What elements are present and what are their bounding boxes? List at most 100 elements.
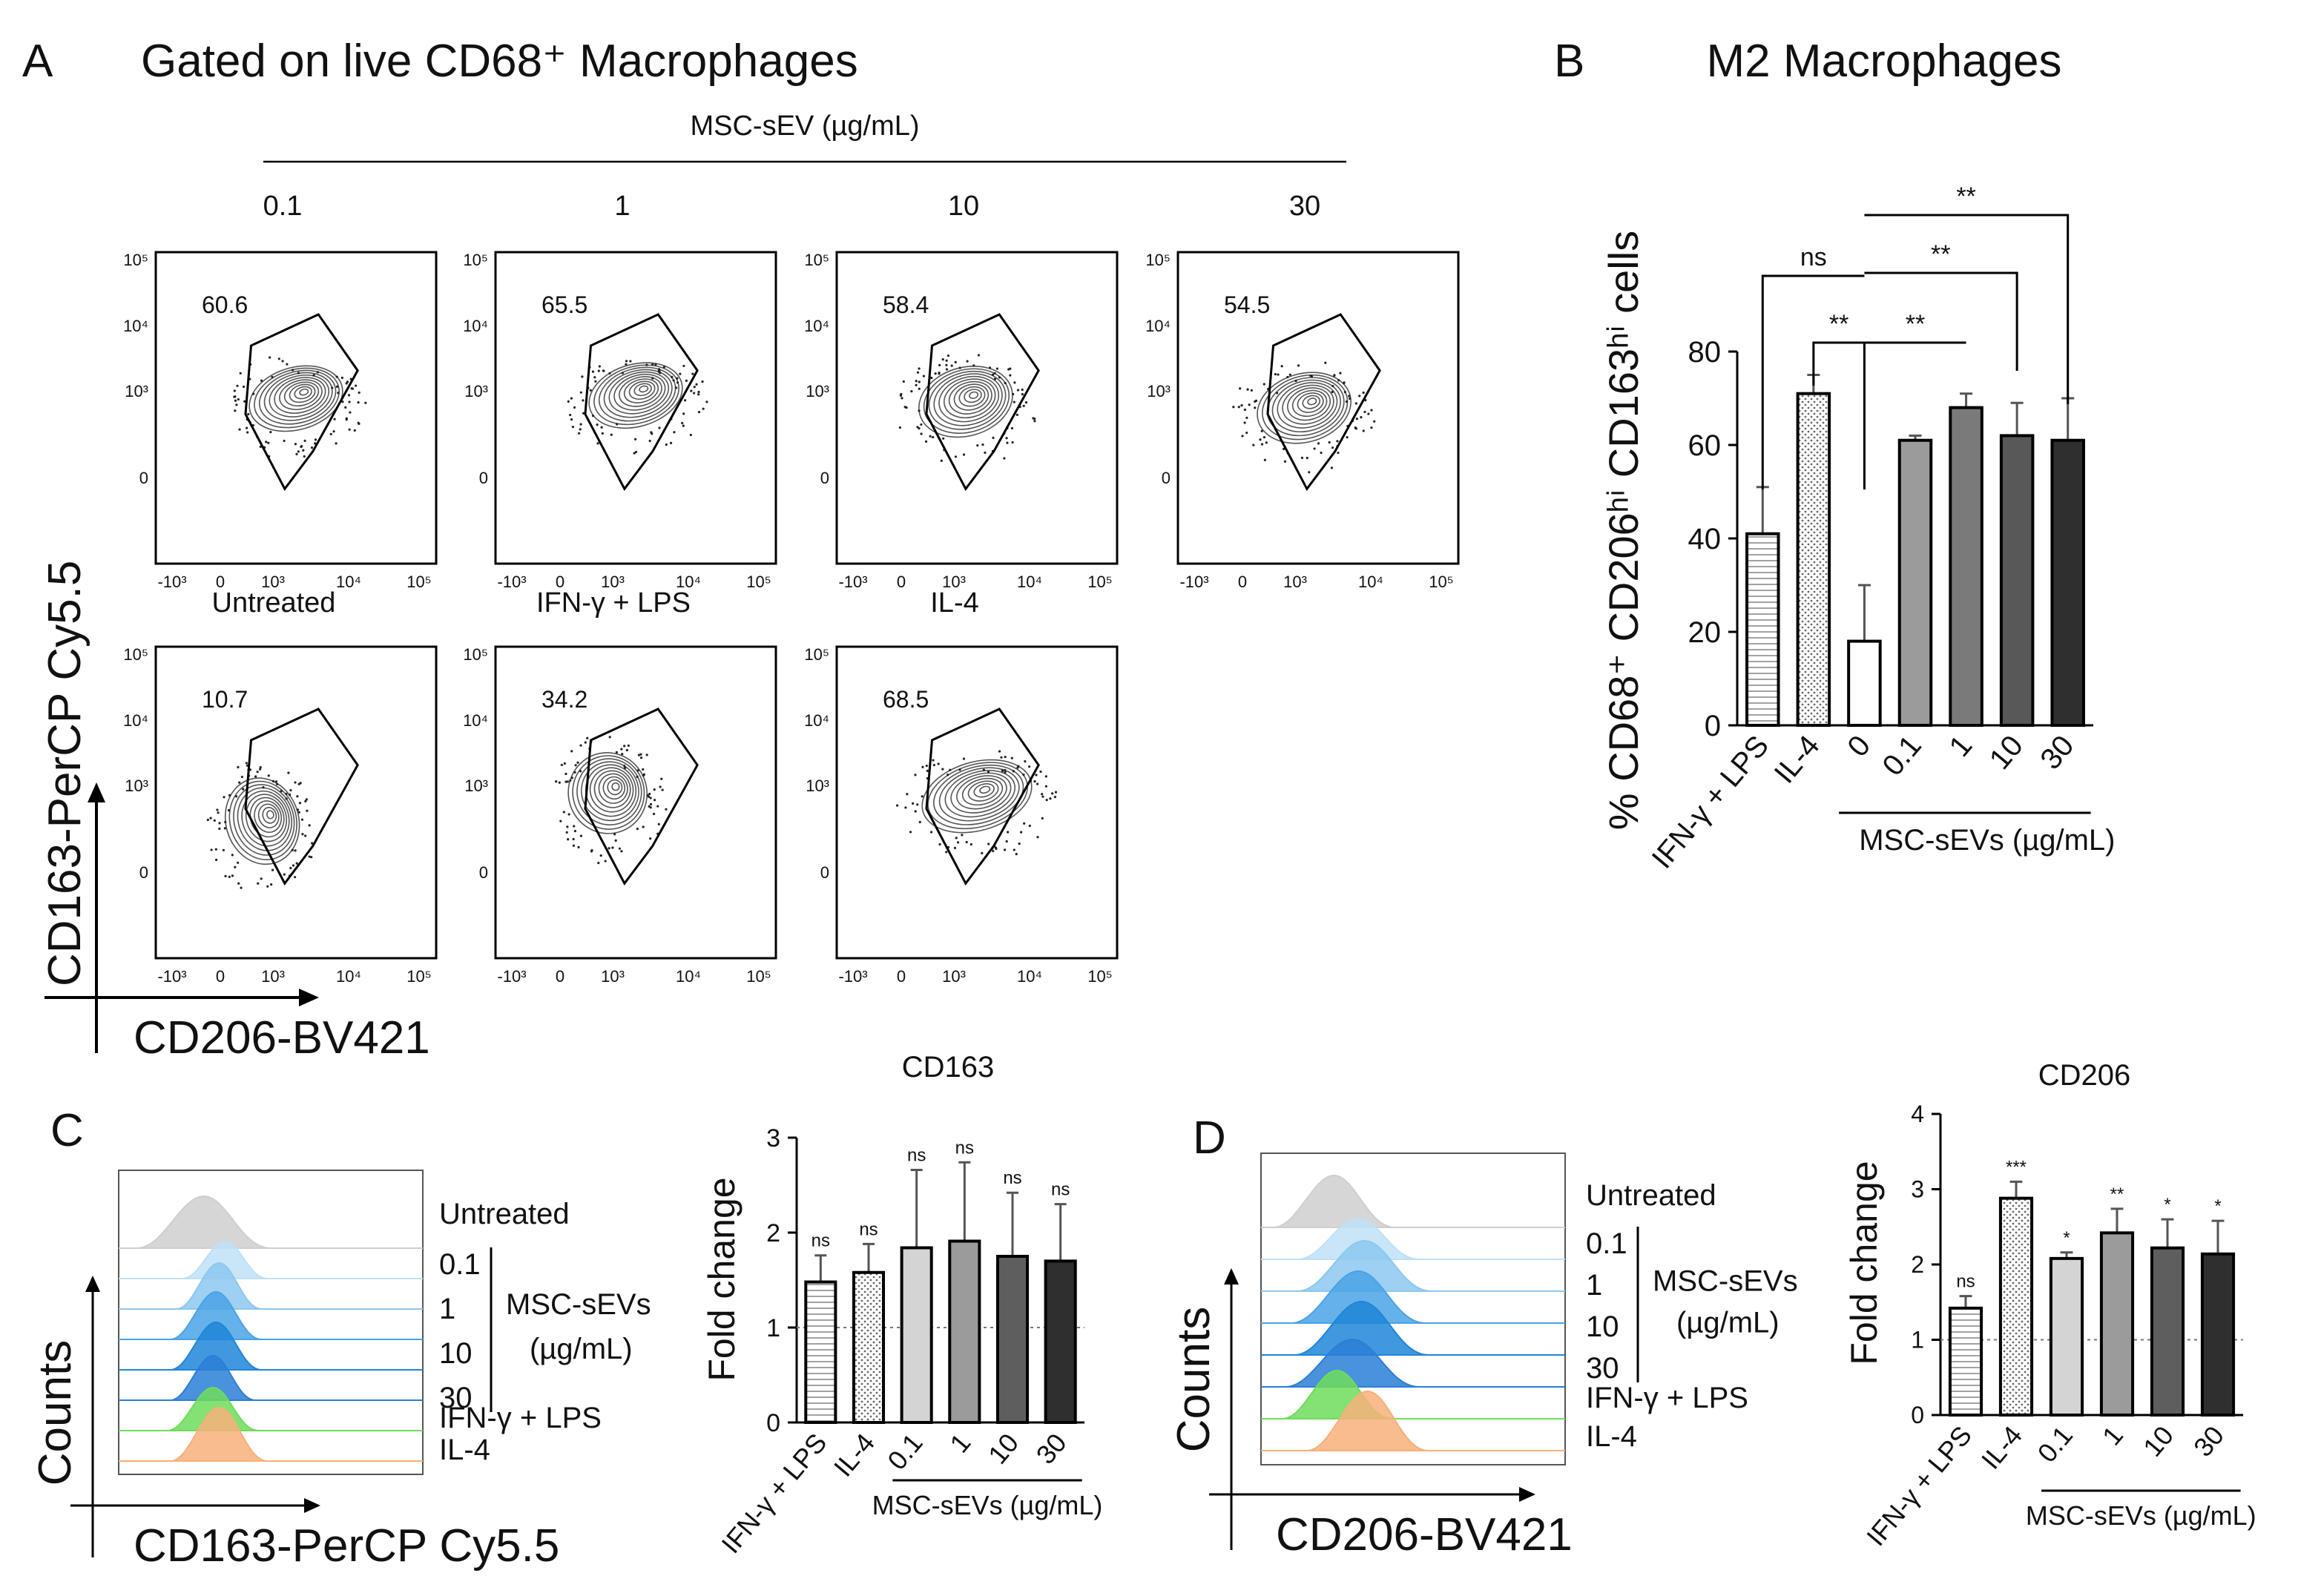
flow-event-dot — [652, 812, 656, 816]
flow-event-dot — [962, 453, 966, 456]
flow-event-dot — [991, 373, 995, 376]
y-tick-label: 40 — [1688, 523, 1722, 555]
flow-event-dot — [648, 439, 651, 443]
flow-event-dot — [614, 839, 617, 842]
bar — [852, 1270, 886, 1425]
significance-label: * — [2214, 1196, 2221, 1216]
histogram-curve — [1273, 1174, 1395, 1228]
flow-event-dot — [662, 366, 665, 369]
flow-contour-line — [588, 362, 683, 429]
flow-event-dot — [918, 409, 921, 412]
y-tick-label: 1 — [766, 1314, 780, 1342]
flow-event-dot — [676, 381, 679, 384]
flow-event-dot — [568, 413, 572, 417]
flow-contour-line — [633, 383, 652, 397]
flow-event-dot — [648, 795, 651, 798]
flow-gate-polygon — [244, 313, 359, 491]
legend-dose: 30 — [439, 1382, 473, 1414]
flow-event-dot — [240, 775, 243, 779]
flow-event-dot — [1250, 389, 1253, 392]
flow-event-dot — [937, 762, 940, 765]
flow-event-dot — [1237, 406, 1240, 409]
flow-contour-line — [283, 381, 320, 407]
flow-event-dot — [582, 399, 585, 402]
flow-contour-line — [266, 810, 274, 820]
y-tick-label: 20 — [1688, 616, 1722, 649]
flow-event-dot — [233, 389, 236, 392]
comparison-label: ** — [1956, 182, 1975, 211]
flow-plot-frame — [154, 645, 438, 960]
flow-event-dot — [1000, 756, 1003, 759]
flow-event-dot — [570, 418, 573, 421]
bar — [1745, 532, 1780, 727]
flow-event-dot — [695, 383, 698, 386]
flow-x-tick-label: 10⁵ — [406, 967, 432, 986]
flow-contour-line — [228, 780, 297, 860]
flow-event-dot — [961, 834, 964, 837]
flow-event-dot — [608, 372, 611, 375]
flow-event-dot — [1330, 466, 1334, 469]
flow-event-dot — [563, 762, 566, 765]
flow-event-dot — [1331, 390, 1334, 394]
flow-contour-line — [608, 371, 670, 415]
flow-event-dot — [981, 851, 984, 854]
flow-event-dot — [584, 741, 587, 744]
bar — [804, 1280, 837, 1425]
flow-event-dot — [993, 372, 996, 375]
flow-event-dot — [693, 386, 696, 389]
flow-event-dot — [921, 765, 924, 768]
chart-title: CD163 — [902, 1051, 995, 1084]
flow-event-dot — [1003, 848, 1007, 851]
flow-event-dot — [1306, 456, 1308, 460]
legend-ifn-lps: IFN-γ + LPS — [1586, 1382, 1748, 1414]
flow-event-dot — [1035, 774, 1038, 776]
flow-event-dot — [348, 428, 351, 431]
flow-event-dot — [629, 360, 632, 363]
flow-event-dot — [1013, 848, 1015, 851]
flow-event-dot — [1274, 373, 1277, 376]
flow-event-dot — [310, 856, 313, 859]
flow-event-dot — [579, 391, 582, 394]
flow-event-dot — [223, 796, 225, 799]
flow-event-dot — [600, 426, 603, 429]
x-category-label: IL-4 — [1768, 730, 1826, 790]
flow-event-dot — [1358, 395, 1361, 398]
legend-dose: 1 — [1586, 1269, 1602, 1302]
flow-contour-line — [262, 806, 277, 824]
histogram-curve — [170, 1354, 256, 1401]
flow-event-dot — [918, 387, 921, 390]
flow-event-dot — [285, 792, 288, 796]
marker-axis-label: CD206-BV421 — [1276, 1509, 1573, 1560]
flow-contour-line — [598, 366, 676, 422]
flow-event-dot — [567, 400, 570, 403]
significance-label: ns — [907, 1146, 926, 1166]
flow-event-dot — [642, 768, 645, 771]
legend-ifn-lps: IFN-γ + LPS — [439, 1402, 602, 1434]
flow-event-dot — [1346, 436, 1349, 439]
y-tick-label: 3 — [1911, 1176, 1924, 1203]
flow-y-tick-label: 10³ — [125, 776, 148, 795]
flow-y-tick-label: 10⁵ — [1145, 251, 1171, 269]
flow-event-dot — [682, 424, 685, 427]
flow-x-tick-label: 0 — [556, 967, 564, 986]
flow-event-dot — [579, 428, 582, 431]
flow-event-dot — [1262, 435, 1266, 439]
x-category-label: IFN-γ + LPS — [715, 1428, 832, 1559]
flow-x-tick-label: 10⁵ — [1087, 573, 1113, 591]
flow-event-dot — [558, 781, 561, 784]
flow-event-dot — [569, 779, 572, 782]
flow-event-dot — [636, 775, 639, 778]
flow-contour-line — [932, 764, 1024, 825]
flow-event-dot — [701, 380, 704, 383]
legend-dose: 0.1 — [1586, 1227, 1627, 1260]
flow-event-dot — [604, 860, 607, 863]
flow-event-dot — [977, 354, 981, 357]
flow-contour-line — [603, 369, 673, 418]
flow-event-dot — [1337, 451, 1340, 455]
histogram-curve — [1297, 1239, 1432, 1292]
flow-event-dot — [1324, 361, 1327, 364]
flow-contour-line — [248, 365, 343, 432]
flow-event-dot — [912, 802, 915, 805]
flow-contour-line — [1302, 395, 1321, 409]
flow-plot-condition-label: Untreated — [212, 587, 336, 619]
